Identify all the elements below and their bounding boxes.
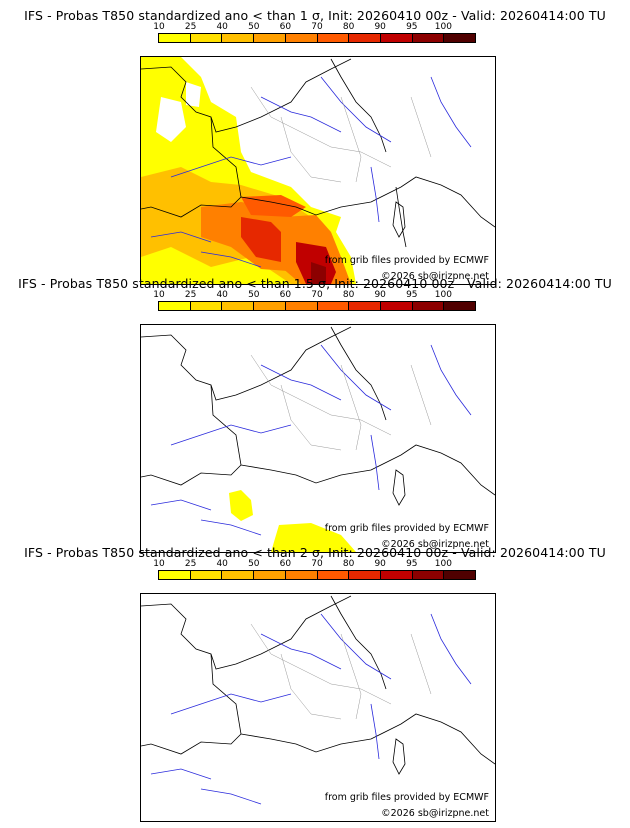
legend-label: 25 xyxy=(184,22,197,32)
legend-label: 50 xyxy=(248,290,260,300)
probability-shading xyxy=(141,57,356,284)
legend-label: 100 xyxy=(434,559,452,569)
legend-label: 40 xyxy=(216,559,228,569)
admin-boundaries xyxy=(250,86,432,183)
legend-label: 25 xyxy=(184,559,197,569)
legend-label: 80 xyxy=(342,290,355,300)
map-svg xyxy=(141,57,495,284)
legend-swatch xyxy=(190,571,223,579)
probability-map: from grib files provided by ECMWF ©2026 … xyxy=(140,593,496,822)
legend-swatch xyxy=(254,302,286,310)
legend-swatch xyxy=(285,302,318,310)
data-source-credit: from grib files provided by ECMWF xyxy=(324,523,489,534)
legend-swatch xyxy=(349,571,381,579)
copyright-notice: ©2026 sb@irizpne.net xyxy=(381,808,489,819)
map-svg xyxy=(141,326,495,552)
legend-swatch xyxy=(254,34,286,42)
legend-swatch xyxy=(349,302,381,310)
legend-swatch xyxy=(317,34,350,42)
legend-swatch xyxy=(412,571,445,579)
legend-label: 40 xyxy=(216,290,228,300)
legend-swatch xyxy=(159,302,191,310)
legend-label: 95 xyxy=(406,290,418,300)
panel-title: IFS - Probas T850 standardized ano < tha… xyxy=(24,8,606,23)
probability-map: from grib files provided by ECMWF ©2026 … xyxy=(140,324,496,553)
legend-label: 60 xyxy=(279,559,292,569)
admin-boundaries xyxy=(250,623,432,720)
legend-label: 90 xyxy=(374,290,386,300)
legend-label: 50 xyxy=(248,559,260,569)
legend-swatch xyxy=(222,34,255,42)
legend-label: 90 xyxy=(374,559,386,569)
legend-swatch xyxy=(444,571,476,579)
legend-label: 60 xyxy=(279,290,292,300)
legend-swatch xyxy=(159,34,191,42)
coastlines xyxy=(141,58,495,248)
legend-label: 100 xyxy=(434,290,452,300)
legend-swatch xyxy=(349,34,381,42)
legend-swatch xyxy=(380,302,413,310)
corsica xyxy=(392,469,406,506)
map-panel-3: IFS - Probas T850 standardized ano < tha… xyxy=(0,545,630,822)
legend-label: 60 xyxy=(279,22,292,32)
legend-label: 70 xyxy=(311,559,323,569)
legend-swatch xyxy=(317,302,350,310)
probability-map: from grib files provided by ECMWF ©2026 … xyxy=(140,56,496,285)
legend-label: 50 xyxy=(248,22,260,32)
color-legend: 10 25 40 50 60 70 80 90 95 100 xyxy=(153,22,476,48)
rivers xyxy=(150,613,472,805)
legend-label: 90 xyxy=(374,22,386,32)
admin-boundaries xyxy=(250,354,432,451)
legend-swatch xyxy=(444,34,476,42)
legend-label: 10 xyxy=(153,22,165,32)
color-legend: 10 25 40 50 60 70 80 90 95 100 xyxy=(153,559,476,585)
map-panel-2: IFS - Probas T850 standardized ano < tha… xyxy=(0,276,630,553)
coastlines xyxy=(141,326,495,496)
color-legend: 10 25 40 50 60 70 80 90 95 100 xyxy=(153,290,476,316)
legend-swatch xyxy=(222,571,255,579)
legend-swatch xyxy=(159,571,191,579)
panel-title: IFS - Probas T850 standardized ano < tha… xyxy=(24,545,606,560)
legend-swatch xyxy=(285,34,318,42)
legend-label: 80 xyxy=(342,559,355,569)
panel-title: IFS - Probas T850 standardized ano < tha… xyxy=(18,276,612,291)
legend-label: 95 xyxy=(406,559,418,569)
legend-label: 100 xyxy=(434,22,452,32)
legend-label: 10 xyxy=(153,290,165,300)
rivers xyxy=(150,344,472,536)
legend-label: 70 xyxy=(311,290,323,300)
data-source-credit: from grib files provided by ECMWF xyxy=(324,255,489,266)
legend-label: 80 xyxy=(342,22,355,32)
legend-label: 40 xyxy=(216,22,228,32)
legend-label: 70 xyxy=(311,22,323,32)
map-svg xyxy=(141,595,495,805)
data-source-credit: from grib files provided by ECMWF xyxy=(324,792,489,803)
legend-swatch xyxy=(285,571,318,579)
corsica xyxy=(392,201,406,238)
legend-swatch xyxy=(317,571,350,579)
rivers xyxy=(150,76,472,268)
legend-swatch xyxy=(444,302,476,310)
copyright-notice: ©2026 sb@irizpne.net xyxy=(381,539,489,550)
legend-label: 10 xyxy=(153,559,165,569)
legend-swatch xyxy=(412,302,445,310)
copyright-notice: ©2026 sb@irizpne.net xyxy=(381,271,489,282)
probability-shading xyxy=(229,490,356,552)
legend-swatch xyxy=(190,34,223,42)
legend-swatch xyxy=(412,34,445,42)
map-panel-1: IFS - Probas T850 standardized ano < tha… xyxy=(0,8,630,285)
legend-label: 25 xyxy=(184,290,197,300)
coastlines xyxy=(141,595,495,765)
corsica xyxy=(392,738,406,775)
legend-swatch xyxy=(190,302,223,310)
legend-swatch xyxy=(254,571,286,579)
legend-swatch xyxy=(380,34,413,42)
legend-swatch xyxy=(222,302,255,310)
legend-swatch xyxy=(380,571,413,579)
legend-label: 95 xyxy=(406,22,418,32)
